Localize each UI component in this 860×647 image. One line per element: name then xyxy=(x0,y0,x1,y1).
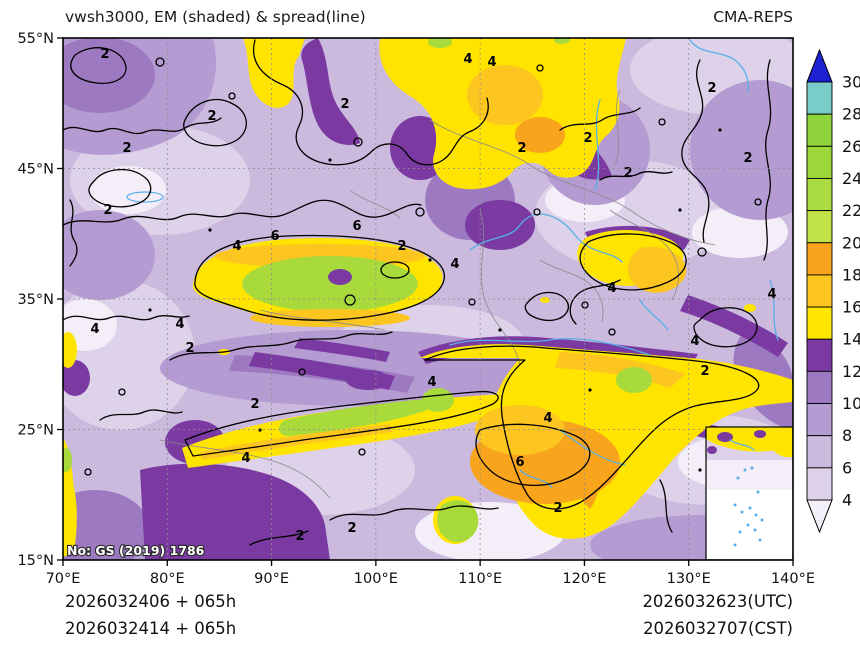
colorbar-segment xyxy=(806,178,833,212)
watermark-text: No: GS (2019) 1786 xyxy=(67,543,205,558)
colorbar-label: 8 xyxy=(842,426,852,445)
graticule-gridlines xyxy=(63,38,793,560)
longitude-axis: 70°E 80°E 90°E 100°E 110°E 120°E 130°E 140°E xyxy=(46,560,815,587)
contour-label: 2 xyxy=(100,47,109,62)
contour-label: 2 xyxy=(553,501,562,516)
contour-label: 4 xyxy=(232,239,241,254)
colorbar-segment xyxy=(806,306,833,340)
colorbar-under-arrow xyxy=(806,499,833,534)
contour-label: 2 xyxy=(743,151,752,166)
contour-label: 4 xyxy=(607,281,616,296)
lat-tick-label: 55°N xyxy=(17,31,54,47)
colorbar-label: 30 xyxy=(842,73,860,92)
colorbar-segment xyxy=(806,242,833,276)
contour-label: 4 xyxy=(463,52,472,67)
colorbar-segment xyxy=(806,210,833,244)
footer-valid-utc: 2026032623(UTC) xyxy=(642,592,793,611)
chart-title: vwsh3000, EM (shaded) & spread(line) xyxy=(65,8,366,26)
colorbar-label: 6 xyxy=(842,458,852,477)
colorbar-label: 12 xyxy=(842,362,860,381)
contour-label: 2 xyxy=(340,97,349,112)
contour-label: 2 xyxy=(517,141,526,156)
contour-label: 4 xyxy=(450,257,459,272)
contour-label: 2 xyxy=(185,341,194,356)
map-canvas: 222222222222222222444444444444666 xyxy=(63,38,793,560)
colorbar-label: 28 xyxy=(842,105,860,124)
contour-label: 2 xyxy=(295,529,304,544)
model-name: CMA-REPS xyxy=(713,8,793,26)
colorbar-label: 10 xyxy=(842,394,860,413)
colorbar-label: 16 xyxy=(842,298,860,317)
colorbar-over-arrow xyxy=(806,48,833,83)
colorbar-segment xyxy=(806,338,833,372)
contour-label: 2 xyxy=(707,81,716,96)
colorbar-label: 14 xyxy=(842,330,860,349)
latitude-axis: 55°N 45°N 35°N 25°N 15°N xyxy=(17,31,63,569)
contour-label: 4 xyxy=(175,317,184,332)
colorbar-segment xyxy=(806,403,833,437)
colorbar-label: 4 xyxy=(842,491,852,510)
contour-label: 4 xyxy=(487,55,496,70)
footer-init-utc: 2026032406 + 065h xyxy=(65,592,236,611)
contour-label: 2 xyxy=(397,239,406,254)
footer-valid-cst: 2026032707(CST) xyxy=(643,619,793,638)
contour-label: 4 xyxy=(767,287,776,302)
lon-tick-label: 130°E xyxy=(667,571,711,587)
lon-tick-label: 90°E xyxy=(254,571,289,587)
contour-label: 6 xyxy=(270,229,279,244)
contour-label: 2 xyxy=(623,166,632,181)
lat-tick-label: 15°N xyxy=(17,553,54,569)
contour-label: 2 xyxy=(583,131,592,146)
lon-tick-label: 100°E xyxy=(354,571,398,587)
colorbar-label: 18 xyxy=(842,265,860,284)
lon-tick-label: 140°E xyxy=(771,571,815,587)
lon-tick-label: 70°E xyxy=(46,571,81,587)
contour-label: 2 xyxy=(700,364,709,379)
contour-label: 2 xyxy=(122,141,131,156)
colorbar-label: 22 xyxy=(842,201,860,220)
south-china-sea-inset xyxy=(705,426,793,560)
lon-tick-label: 120°E xyxy=(562,571,606,587)
colorbar-label: 26 xyxy=(842,137,860,156)
contour-label: 2 xyxy=(347,521,356,536)
lon-tick-label: 80°E xyxy=(150,571,185,587)
colorbar-label: 24 xyxy=(842,169,860,188)
contour-label: 2 xyxy=(103,203,112,218)
colorbar-segment xyxy=(806,145,833,179)
colorbar-segment xyxy=(806,435,833,469)
lat-tick-label: 35°N xyxy=(17,292,54,308)
colorbar-label: 20 xyxy=(842,233,860,252)
contour-label: 4 xyxy=(241,451,250,466)
lat-tick-label: 45°N xyxy=(17,162,54,178)
contour-label: 4 xyxy=(427,375,436,390)
contour-label: 4 xyxy=(690,334,699,349)
contour-label: 4 xyxy=(543,411,552,426)
footer-init-cst: 2026032414 + 065h xyxy=(65,619,236,638)
contour-label: 4 xyxy=(90,322,99,337)
contour-label: 2 xyxy=(250,397,259,412)
colorbar-segment xyxy=(806,370,833,404)
colorbar-segment xyxy=(806,467,833,501)
colorbar-segment xyxy=(806,113,833,147)
colorbar: 30 28 26 24 22 20 18 16 14 12 10 8 6 4 xyxy=(806,48,860,534)
colorbar-segment xyxy=(806,81,833,115)
lon-tick-label: 110°E xyxy=(458,571,502,587)
lat-tick-label: 25°N xyxy=(17,423,54,439)
colorbar-segment xyxy=(806,274,833,308)
contour-label: 6 xyxy=(515,455,524,470)
contour-label: 6 xyxy=(352,219,361,234)
contour-label: 2 xyxy=(207,109,216,124)
